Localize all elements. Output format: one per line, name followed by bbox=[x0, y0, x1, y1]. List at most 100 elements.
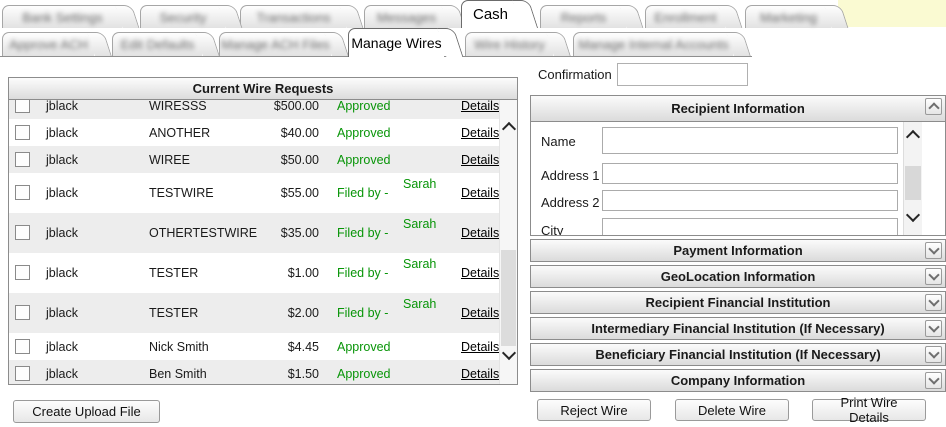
tab-bank-settings[interactable]: Bank Settings bbox=[2, 5, 122, 28]
tab-manage-ach-files[interactable]: Manage ACH Files bbox=[219, 32, 331, 56]
section-title: Recipient Information bbox=[671, 101, 805, 116]
scrollbar-thumb[interactable] bbox=[905, 166, 921, 200]
scrollbar-thumb[interactable] bbox=[501, 250, 516, 346]
confirmation-input[interactable] bbox=[617, 63, 748, 86]
section-header[interactable]: Company Information bbox=[531, 370, 945, 391]
scroll-up-icon[interactable] bbox=[905, 129, 921, 145]
section-header[interactable]: Intermediary Financial Institution (If N… bbox=[531, 318, 945, 339]
collapse-button[interactable] bbox=[925, 98, 942, 115]
row-amount: $55.00 bbox=[280, 186, 319, 200]
details-link[interactable]: Details bbox=[461, 100, 500, 113]
tab-label: Reports bbox=[560, 9, 607, 25]
row-wire-name: Nick Smith bbox=[149, 339, 209, 354]
row-amount: $1.50 bbox=[287, 366, 319, 381]
row-checkbox[interactable] bbox=[15, 100, 30, 113]
section-header[interactable]: Recipient Information bbox=[531, 96, 945, 122]
print-wire-details-button[interactable]: Print Wire Details bbox=[812, 395, 926, 425]
tab-security[interactable]: Security bbox=[140, 5, 225, 28]
section-title: Company Information bbox=[670, 373, 806, 388]
form-scrollbar[interactable] bbox=[903, 122, 922, 235]
tab-reports[interactable]: Reports bbox=[540, 5, 626, 28]
table-row: jblack TESTWIRE $55.00 Filed by - Sarah … bbox=[9, 173, 500, 213]
details-link[interactable]: Details bbox=[461, 226, 500, 240]
tab-manage-wires[interactable]: Manage Wires bbox=[348, 28, 444, 57]
row-user: jblack bbox=[46, 366, 78, 381]
row-amount: $4.45 bbox=[287, 339, 319, 354]
row-amount: $1.00 bbox=[287, 266, 319, 280]
details-link[interactable]: Details bbox=[461, 339, 500, 354]
section-title: GeoLocation Information bbox=[660, 269, 816, 284]
table-row: jblack WIRESSS $500.00 Approved Details bbox=[9, 100, 500, 119]
confirmation-label: Confirmation bbox=[538, 67, 612, 82]
chevron-down-icon bbox=[928, 321, 940, 333]
row-status: Approved bbox=[337, 339, 391, 354]
row-amount: $2.00 bbox=[287, 306, 319, 320]
row-wire-name: TESTWIRE bbox=[149, 186, 214, 200]
row-checkbox[interactable] bbox=[15, 124, 30, 140]
tab-approve-ach[interactable]: Approve ACH bbox=[2, 32, 94, 56]
row-checkbox[interactable] bbox=[15, 265, 30, 280]
delete-wire-button[interactable]: Delete Wire bbox=[675, 399, 789, 421]
tab-label: Manage ACH Files bbox=[221, 37, 330, 52]
city-field[interactable] bbox=[602, 218, 898, 235]
details-link[interactable]: Details bbox=[461, 152, 500, 167]
details-link[interactable]: Details bbox=[461, 186, 500, 200]
tab-transactions[interactable]: Transactions bbox=[240, 5, 346, 28]
row-amount: $35.00 bbox=[280, 226, 319, 240]
section-header[interactable]: Beneficiary Financial Institution (If Ne… bbox=[531, 344, 945, 365]
expand-button[interactable] bbox=[925, 242, 942, 259]
create-upload-file-button[interactable]: Create Upload File bbox=[13, 400, 160, 423]
tab-marketing[interactable]: Marketing bbox=[745, 5, 831, 28]
row-amount: $50.00 bbox=[280, 152, 319, 167]
expand-button[interactable] bbox=[925, 294, 942, 311]
expand-button[interactable] bbox=[925, 268, 942, 285]
scroll-down-icon[interactable] bbox=[501, 345, 517, 361]
tab-label: Messages bbox=[376, 9, 437, 25]
section-beneficiary-financial-institution: Beneficiary Financial Institution (If Ne… bbox=[530, 343, 946, 366]
name-field[interactable] bbox=[602, 127, 898, 154]
address2-label: Address 2 bbox=[541, 195, 600, 210]
section-intermediary-financial-institution: Intermediary Financial Institution (If N… bbox=[530, 317, 946, 340]
scroll-up-icon[interactable] bbox=[501, 121, 517, 137]
tab-cash[interactable]: Cash bbox=[461, 0, 519, 28]
row-user: jblack bbox=[46, 152, 78, 167]
row-status: Filed by - bbox=[337, 266, 389, 280]
row-checkbox[interactable] bbox=[15, 338, 30, 354]
row-user: jblack bbox=[46, 266, 78, 280]
section-header[interactable]: Recipient Financial Institution bbox=[531, 292, 945, 313]
tab-enrollment[interactable]: Enrollment bbox=[645, 5, 725, 28]
details-link[interactable]: Details bbox=[461, 366, 500, 381]
row-checkbox[interactable] bbox=[15, 305, 30, 320]
tab-wire-history[interactable]: Wire History bbox=[465, 32, 553, 56]
chevron-up-icon bbox=[928, 102, 940, 114]
section-title: Intermediary Financial Institution (If N… bbox=[591, 321, 885, 336]
reject-wire-button[interactable]: Reject Wire bbox=[537, 399, 651, 421]
row-filed-by: Sarah bbox=[403, 177, 437, 191]
chevron-down-icon bbox=[928, 243, 940, 255]
wire-table-title: Current Wire Requests bbox=[9, 78, 517, 100]
details-link[interactable]: Details bbox=[461, 266, 500, 280]
tab-label: Approve ACH bbox=[9, 37, 88, 52]
details-link[interactable]: Details bbox=[461, 306, 500, 320]
tab-edit-defaults[interactable]: Edit Defaults bbox=[112, 32, 202, 56]
details-link[interactable]: Details bbox=[461, 125, 500, 140]
tab-manage-internal-accounts[interactable]: Manage Internal Accounts bbox=[573, 32, 733, 56]
expand-button[interactable] bbox=[925, 320, 942, 337]
chevron-down-icon bbox=[928, 269, 940, 281]
tab-label: Wire History bbox=[474, 37, 545, 52]
row-wire-name: ANOTHER bbox=[149, 125, 211, 140]
row-user: jblack bbox=[46, 226, 78, 240]
table-scrollbar[interactable] bbox=[499, 100, 517, 384]
tab-messages[interactable]: Messages bbox=[364, 5, 448, 28]
row-checkbox[interactable] bbox=[15, 365, 30, 381]
row-checkbox[interactable] bbox=[15, 185, 30, 200]
scroll-down-icon[interactable] bbox=[905, 207, 921, 223]
expand-button[interactable] bbox=[925, 346, 942, 363]
expand-button[interactable] bbox=[925, 372, 942, 389]
row-checkbox[interactable] bbox=[15, 151, 30, 167]
address2-field[interactable] bbox=[602, 190, 898, 211]
section-header[interactable]: Payment Information bbox=[531, 240, 945, 261]
section-header[interactable]: GeoLocation Information bbox=[531, 266, 945, 287]
row-checkbox[interactable] bbox=[15, 225, 30, 240]
address1-field[interactable] bbox=[602, 163, 898, 184]
